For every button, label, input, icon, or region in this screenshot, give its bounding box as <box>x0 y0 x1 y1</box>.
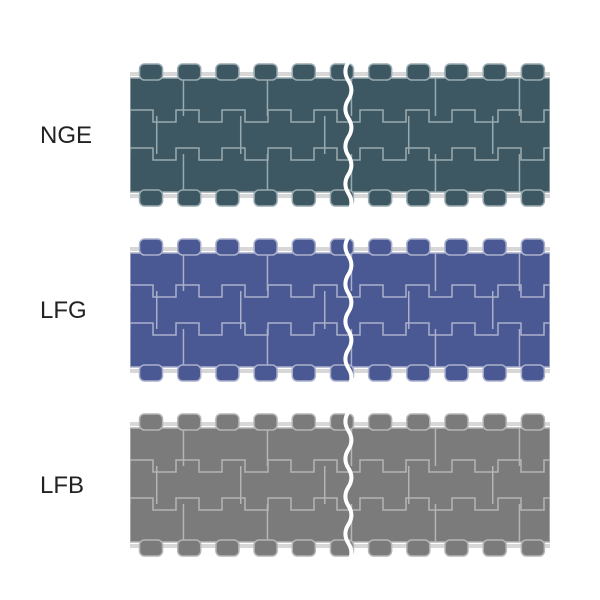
belt-graphic <box>130 60 550 210</box>
belt-label: LFB <box>40 472 84 500</box>
belt-row-nge: NGE <box>0 60 600 220</box>
belt-graphic <box>130 410 550 560</box>
belt-label: LFG <box>40 297 87 325</box>
belt-row-lfb: LFB <box>0 410 600 570</box>
belt-graphic <box>130 235 550 385</box>
belt-label: NGE <box>40 122 92 150</box>
belt-color-diagram: { "background_color": "#ffffff", "label_… <box>0 0 600 600</box>
belt-row-lfg: LFG <box>0 235 600 395</box>
